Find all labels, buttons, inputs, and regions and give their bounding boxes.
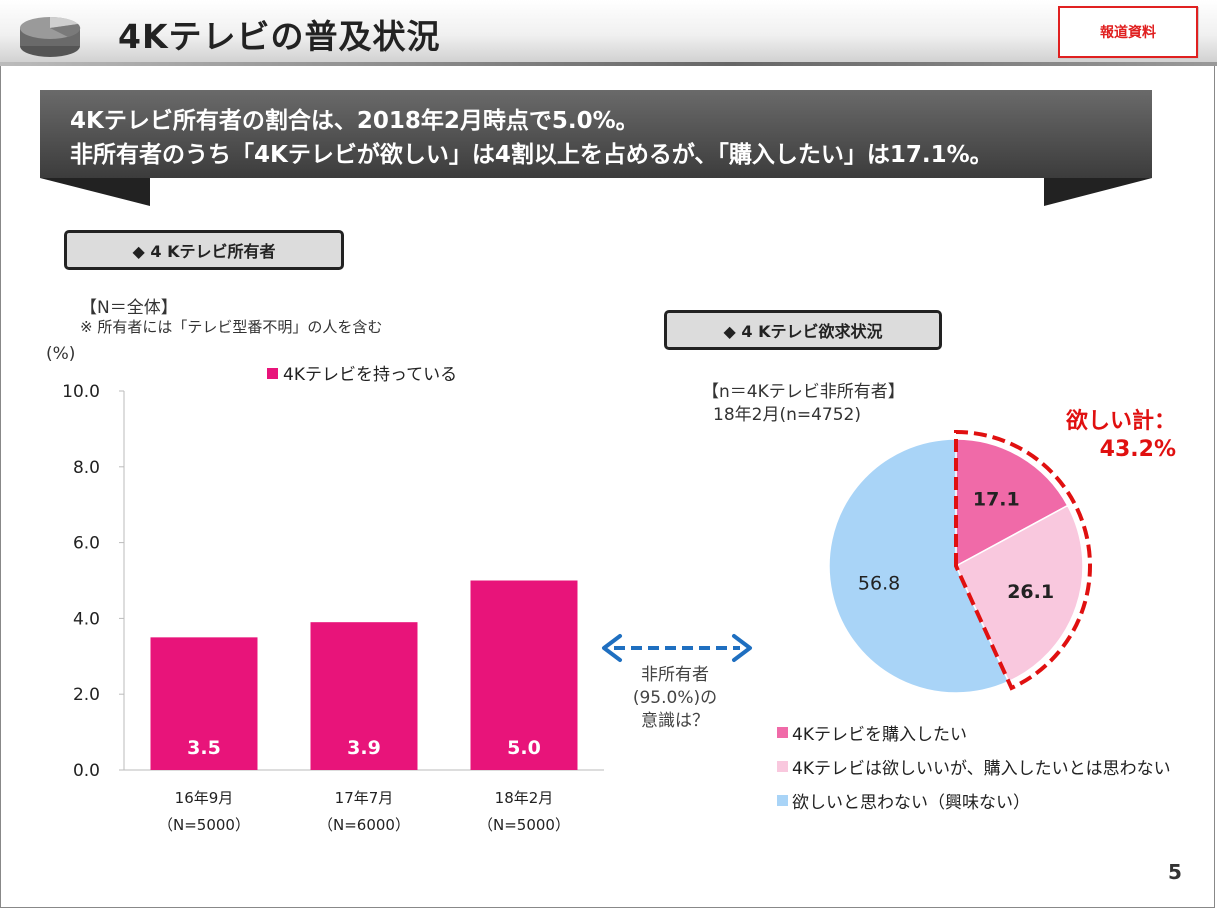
- pie-slice-label: 26.1: [1007, 581, 1054, 603]
- page-number: 5: [1168, 860, 1182, 884]
- annotation-line-1: 非所有者: [641, 665, 709, 685]
- summary-banner: 4Kテレビ所有者の割合は、2018年2月時点で5.0%。 非所有者のうち「4Kテ…: [40, 90, 1152, 208]
- annotation-line-2: (95.0%)の: [632, 688, 718, 708]
- y-tick-label: 8.0: [73, 458, 100, 478]
- y-tick-label: 10.0: [62, 382, 100, 402]
- bar-legend-swatch: [267, 368, 278, 379]
- y-tick-label: 4.0: [73, 609, 100, 629]
- bar-value-label: 3.5: [187, 737, 221, 759]
- x-category-label: 18年2月: [495, 789, 554, 807]
- legend-swatch-buy: [777, 727, 788, 738]
- owner-note: ※ 所有者には「テレビ型番不明」の人を含む: [80, 318, 383, 336]
- want-total-callout: 欲しい計： 43.2%: [1060, 408, 1176, 464]
- pie-legend-item-want-no-buy: 4Kテレビは欲しいいが、購入したいとは思わない: [777, 754, 1171, 779]
- pie-chart-logo-icon: [20, 16, 81, 57]
- legend-label-no-want: 欲しいと思わない（興味ない）: [792, 793, 1030, 813]
- y-tick-label: 6.0: [73, 534, 100, 554]
- banner-line-2: 非所有者のうち「4Kテレビが欲しい」は4割以上を占めるが、「購入したい」は17.…: [70, 142, 993, 168]
- header-divider: [0, 62, 1217, 66]
- legend-label-want-no-buy: 4Kテレビは欲しいいが、購入したいとは思わない: [792, 759, 1171, 779]
- pie-slice: [828, 438, 1010, 694]
- legend-swatch-want-no-buy: [777, 761, 788, 772]
- bar: [470, 580, 578, 770]
- bar: [310, 622, 418, 770]
- x-category-label: 17年7月: [335, 789, 394, 807]
- bar-legend-label: 4Kテレビを持っている: [283, 365, 457, 385]
- banner-text: 4Kテレビ所有者の割合は、2018年2月時点で5.0%。 非所有者のうち「4Kテ…: [70, 104, 993, 172]
- annotation-line-3: 意識は？: [641, 711, 709, 731]
- header-bar: [0, 0, 1217, 64]
- desire-section-label: ◆ 4 Kテレビ欲求状況: [664, 310, 942, 350]
- non-owner-annotation: 非所有者 (95.0%)の 意識は？: [610, 664, 740, 733]
- want-total-value: 43.2%: [1099, 437, 1176, 462]
- pie-legend-item-no-want: 欲しいと思わない（興味ない）: [777, 788, 1030, 813]
- x-category-sublabel: （N=5000）: [158, 816, 250, 834]
- pie-slice: [955, 438, 1069, 568]
- bar-value-label: 3.9: [347, 737, 381, 759]
- comparison-arrow: [602, 634, 752, 662]
- x-category-label: 16年9月: [175, 789, 234, 807]
- bar-chart: (%) 0.0 2.0 4.0 6.0 8.0 10.0 3.5 16年9月 （N=5000） 3.…: [46, 344, 604, 834]
- pie-chart: 17.1 26.1 56.8: [828, 429, 1093, 694]
- page-title: 4Kテレビの普及状況: [118, 17, 441, 56]
- banner-background: [40, 90, 1152, 206]
- y-tick-label: 2.0: [73, 685, 100, 705]
- desire-base-sample: 18年2月(n=4752): [713, 405, 861, 425]
- banner-line-1: 4Kテレビ所有者の割合は、2018年2月時点で5.0%。: [70, 108, 639, 134]
- pie-slice: [955, 504, 1084, 683]
- legend-label-buy: 4Kテレビを購入したい: [792, 725, 967, 745]
- want-total-highlight: [954, 429, 1093, 691]
- y-axis-unit-label: (%): [46, 344, 75, 364]
- bar-value-label: 5.0: [507, 737, 541, 759]
- owner-base-label: 【N＝全体】: [80, 298, 178, 318]
- pie-slice-label: 56.8: [858, 573, 900, 595]
- legend-swatch-no-want: [777, 795, 788, 806]
- y-tick-label: 0.0: [73, 761, 100, 781]
- pie-legend-item-buy: 4Kテレビを購入したい: [777, 720, 967, 745]
- pie-slice-label: 17.1: [973, 488, 1020, 510]
- press-release-badge: 報道資料: [1058, 6, 1198, 58]
- owner-section-label: ◆ 4 Kテレビ所有者: [64, 230, 344, 270]
- x-category-sublabel: （N=5000）: [478, 816, 570, 834]
- x-category-sublabel: （N=6000）: [318, 816, 410, 834]
- bar: [150, 637, 258, 770]
- desire-base-label: 【n＝4Kテレビ非所有者】: [702, 382, 905, 402]
- want-total-label: 欲しい計：: [1065, 409, 1176, 434]
